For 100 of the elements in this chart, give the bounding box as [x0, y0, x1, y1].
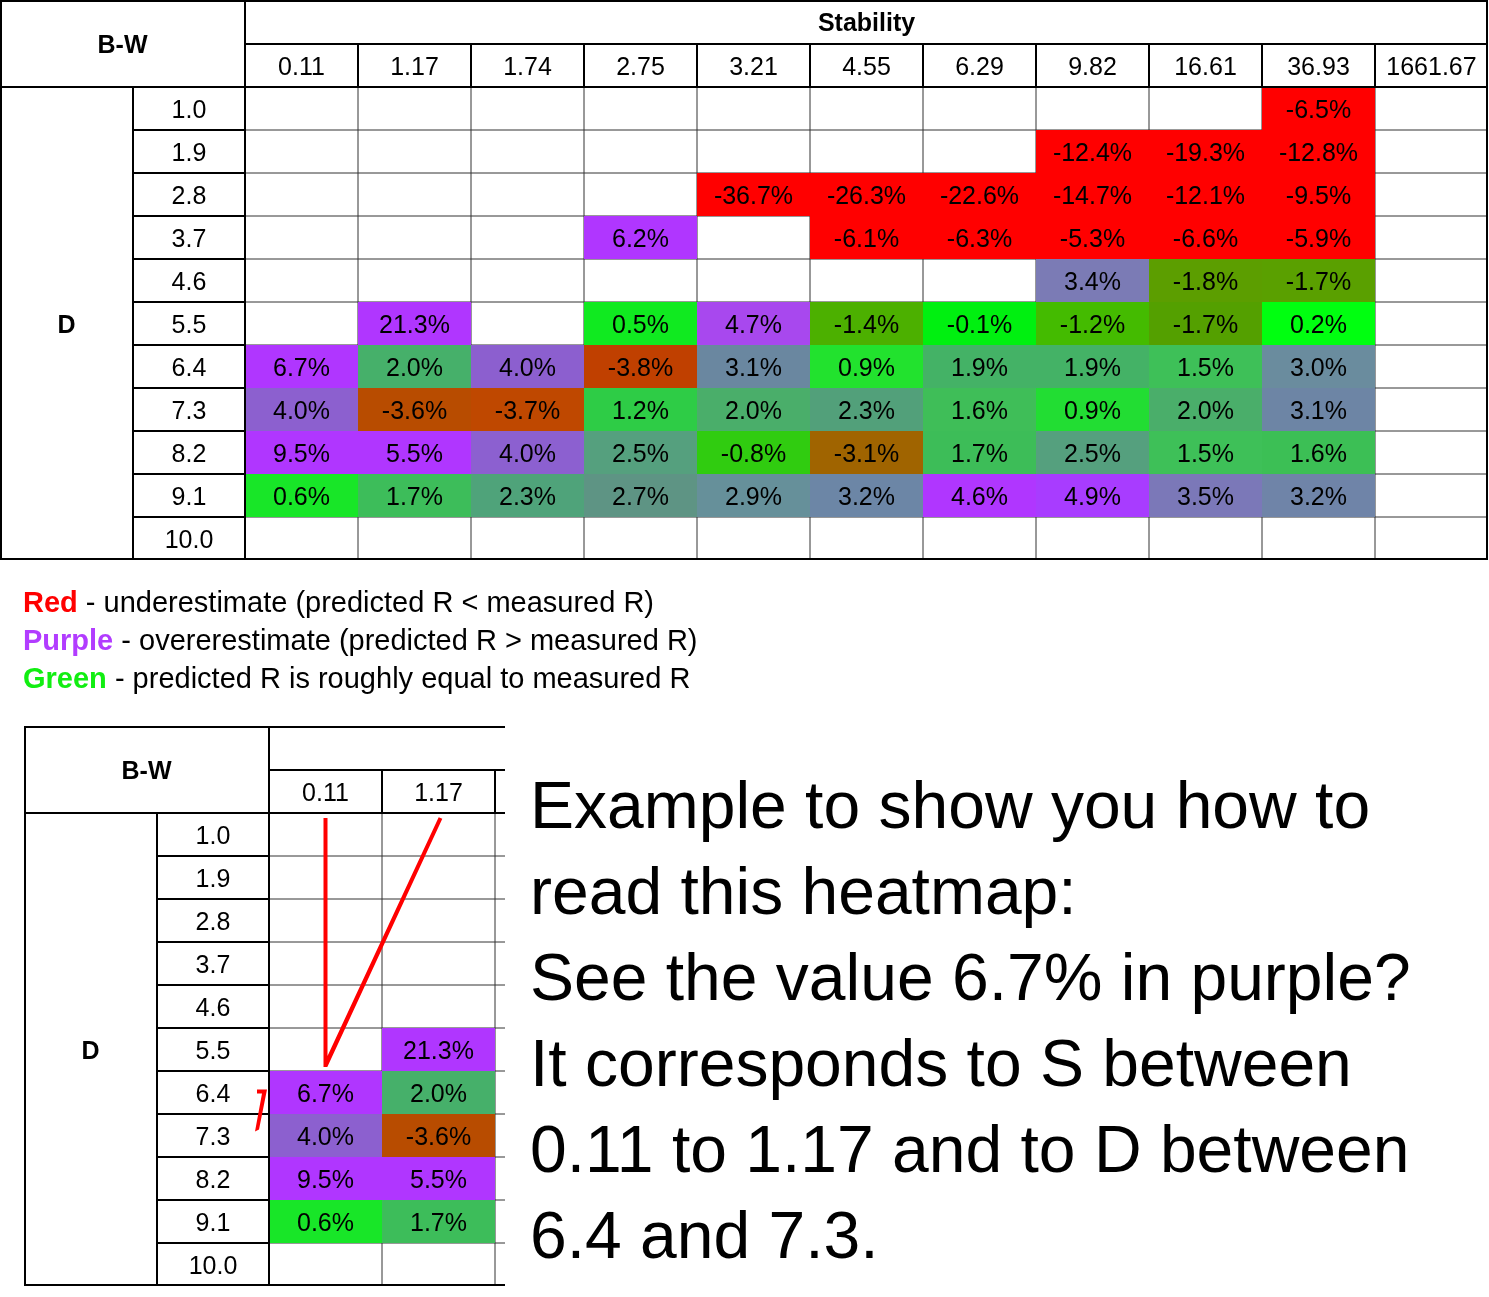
data-label: -3.1%	[833, 438, 900, 467]
x-tick-label: 0.11	[278, 51, 325, 80]
data-label: -3.8%	[607, 352, 674, 381]
y-tick-label: 7.3	[195, 1121, 231, 1150]
data-label: -1.2%	[1059, 309, 1126, 338]
text: Purple - overerestimate (predicted R > measured R)	[23, 624, 698, 656]
data-label: -14.7%	[1052, 180, 1133, 209]
data-label: -1.8%	[1172, 266, 1239, 295]
data-label: 3.2%	[838, 481, 895, 510]
x-tick-label: 6.29	[955, 51, 1004, 80]
data-label: 1.5%	[1177, 352, 1234, 381]
y-tick-label: 1.9	[195, 863, 231, 892]
data-label: 4.6%	[951, 481, 1008, 510]
data-label: 3.1%	[1290, 395, 1347, 424]
y-tick-label: 10.0	[188, 1250, 238, 1279]
data-label: 4.0%	[499, 438, 556, 467]
data-label: 0.2%	[1290, 309, 1347, 338]
x-tick-label: 1.17	[390, 51, 439, 80]
data-label: -3.7%	[494, 395, 561, 424]
text: Red - underestimate (predicted R < measured R)	[23, 586, 655, 618]
data-label: 9.5%	[297, 1164, 354, 1193]
data-label: 3.4%	[1064, 266, 1121, 295]
y-tick-label: 1.0	[171, 94, 207, 123]
x-tick-label: 1661.67	[1386, 51, 1477, 80]
x-tick-label: 4.55	[842, 51, 891, 80]
x-tick-label: 3.21	[729, 51, 778, 80]
data-label: -3.6%	[405, 1121, 472, 1150]
data-label: 2.9%	[725, 481, 782, 510]
y-tick-label: 9.1	[171, 481, 207, 510]
data-label: 2.5%	[1064, 438, 1121, 467]
data-label: 1.6%	[1290, 438, 1347, 467]
data-label: 3.1%	[725, 352, 782, 381]
data-label: 5.5%	[386, 438, 443, 467]
data-label: 4.0%	[273, 395, 330, 424]
data-label: -0.1%	[946, 309, 1013, 338]
data-label: -12.4%	[1052, 137, 1133, 166]
x-tick-label: 9.82	[1068, 51, 1117, 80]
text: It corresponds to S between 0.11 to 1.17 and to D between 6.4 and 7.3.	[530, 1026, 1410, 1272]
data-label: 2.3%	[499, 481, 556, 510]
data-label: -12.8%	[1278, 137, 1359, 166]
data-label: -26.3%	[826, 180, 907, 209]
data-label: -1.7%	[1172, 309, 1239, 338]
text: Green - predicted R is roughly equal to measured R	[23, 662, 691, 694]
data-label: 2.0%	[410, 1078, 467, 1107]
y-tick-label: 5.5	[171, 309, 207, 338]
data-label: 21.3%	[403, 1035, 474, 1064]
data-label: 1.6%	[951, 395, 1008, 424]
data-label: 0.6%	[297, 1207, 354, 1236]
x-tick-label: 16.61	[1174, 51, 1237, 80]
y-tick-label: 3.7	[171, 223, 207, 252]
data-label: 6.7%	[273, 352, 330, 381]
data-label: -6.1%	[833, 223, 900, 252]
data-label: -6.5%	[1285, 94, 1352, 123]
y-axis-title: D	[81, 1035, 100, 1064]
data-label: 0.5%	[612, 309, 669, 338]
data-label: -5.3%	[1059, 223, 1126, 252]
data-label: 4.9%	[1064, 481, 1121, 510]
data-label: -3.6%	[381, 395, 448, 424]
y-tick-label: 1.0	[195, 820, 231, 849]
data-label: 0.9%	[838, 352, 895, 381]
y-tick-label: 7.3	[171, 395, 207, 424]
y-tick-label: 6.4	[195, 1078, 231, 1107]
chart-title: B-W	[121, 755, 172, 784]
data-label: -36.7%	[713, 180, 794, 209]
data-label: 2.0%	[1177, 395, 1234, 424]
data-label: -9.5%	[1285, 180, 1352, 209]
data-label: -0.8%	[720, 438, 787, 467]
data-label: 2.7%	[612, 481, 669, 510]
data-label: 3.5%	[1177, 481, 1234, 510]
data-label: 0.6%	[273, 481, 330, 510]
y-tick-label: 1.9	[171, 137, 207, 166]
x-tick-label: 1.74	[503, 51, 552, 80]
data-label: 3.0%	[1290, 352, 1347, 381]
data-label: 1.7%	[410, 1207, 467, 1236]
data-label: 1.7%	[951, 438, 1008, 467]
data-label: 1.7%	[386, 481, 443, 510]
x-tick-label: 36.93	[1287, 51, 1350, 80]
data-label: -1.4%	[833, 309, 900, 338]
y-tick-label: 8.2	[195, 1164, 231, 1193]
y-tick-label: 4.6	[195, 992, 231, 1021]
y-tick-label: 6.4	[171, 352, 207, 381]
y-tick-label: 3.7	[195, 949, 231, 978]
x-tick-label: 2.75	[616, 51, 665, 80]
data-label: 2.0%	[386, 352, 443, 381]
data-label: -1.7%	[1285, 266, 1352, 295]
x-tick-label: 1.17	[414, 777, 463, 806]
x-tick-label: 0.11	[302, 777, 349, 806]
data-label: -19.3%	[1165, 137, 1246, 166]
data-label: 5.5%	[410, 1164, 467, 1193]
data-label: 4.0%	[297, 1121, 354, 1150]
chart-title: B-W	[97, 29, 148, 58]
data-label: 2.0%	[725, 395, 782, 424]
data-label: 1.9%	[951, 352, 1008, 381]
y-tick-label: 2.8	[195, 906, 231, 935]
y-tick-label: 5.5	[195, 1035, 231, 1064]
data-label: 1.2%	[612, 395, 669, 424]
data-label: 4.7%	[725, 309, 782, 338]
data-label: 6.2%	[612, 223, 669, 252]
y-tick-label: 2.8	[171, 180, 207, 209]
y-tick-label: 9.1	[195, 1207, 231, 1236]
